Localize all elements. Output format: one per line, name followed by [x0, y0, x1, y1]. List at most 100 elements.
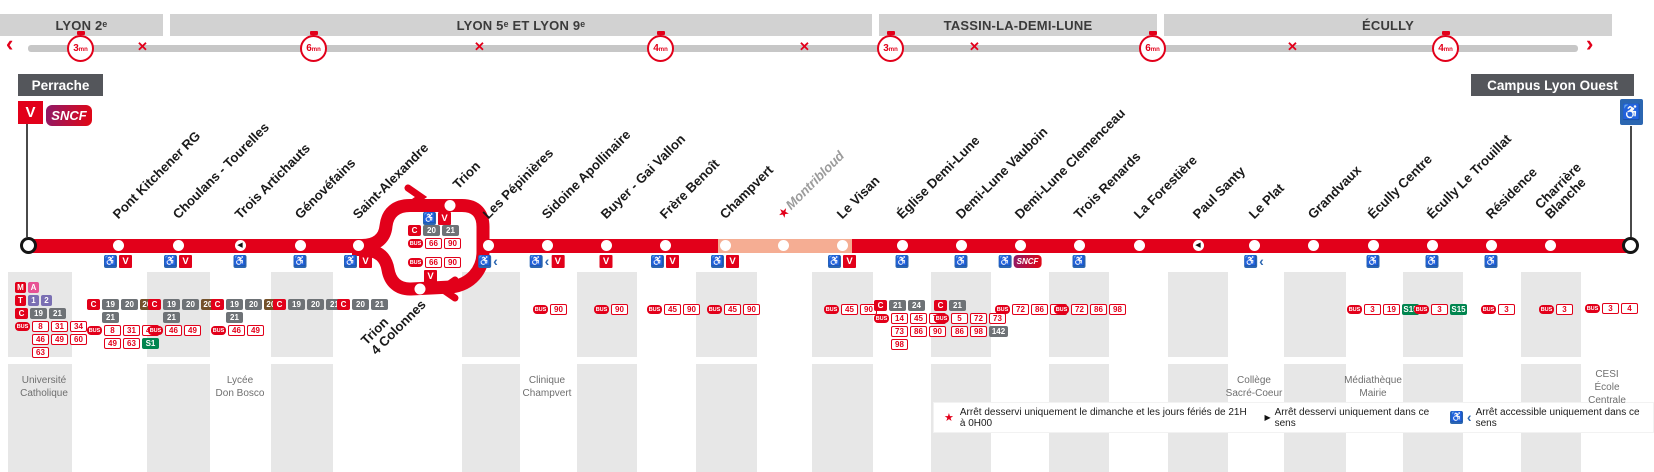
connection-row: C 19 21: [15, 308, 87, 319]
line-98-badge: 98: [1109, 304, 1126, 315]
legend-text: Arrêt desservi uniquement le dimanche et…: [959, 406, 1247, 429]
line-20e-badge: 20E: [201, 299, 220, 310]
line-19-badge: 19: [226, 299, 243, 310]
connections-buyer-gai-vallon: BUS 90: [594, 304, 628, 317]
line-49-badge: 49: [104, 338, 121, 349]
wheelchair-icon: ♿: [1425, 255, 1439, 268]
access-icons-demi-lune-vauboin: ♿: [954, 255, 968, 268]
connection-row: BUS 3: [1539, 304, 1573, 315]
poi-lycee-don-bosco: Lycée Don Bosco: [215, 375, 265, 399]
zone-lyon-5-et-lyon-9: LYON 5ᵉ ET LYON 9ᵉ: [170, 14, 872, 36]
line-49-badge: 49: [184, 325, 201, 336]
timeline-left-arrow: ‹: [6, 31, 14, 56]
timer-unit: mn: [78, 47, 88, 53]
line-72-badge: 72: [1071, 304, 1088, 315]
cut-mark-icon: ✕: [137, 39, 148, 54]
access-icons-genovefains: ♿: [293, 255, 307, 268]
stop-label-text: Paul Santy: [1189, 163, 1249, 222]
access-icons-pont-kitchener-rg: ♿ V: [104, 255, 132, 268]
line-21-badge: 21: [442, 225, 459, 236]
left-direction-arrow-icon: ‹: [544, 253, 550, 269]
line-34-badge: 34: [70, 321, 87, 332]
loop-direction-right-chevron: [404, 184, 428, 210]
timer-value: 6: [306, 43, 312, 54]
sncf-icon: SNCF: [46, 105, 92, 126]
line-31-badge: 31: [51, 321, 68, 332]
stop-dot-ecully-le-trouillat: [1426, 240, 1438, 251]
connections-ecully-le-trouillat: BUS 3 S15: [1414, 304, 1467, 317]
line-19-badge: 19: [30, 308, 47, 319]
terminus-start-connector-line: [26, 124, 28, 237]
line-20-badge: 20: [182, 299, 199, 310]
zone-ecully: ÉCULLY: [1164, 14, 1612, 36]
connections-demi-lune-vauboin: C 21 BUS 5 72 73 86 98 142: [934, 300, 1008, 339]
line-66-badge: 66: [425, 238, 442, 249]
loop-return-path: [352, 243, 490, 296]
line-21-badge: 21: [371, 299, 388, 310]
zone-tassin-la-demi-lune: TASSIN-LA-DEMI-LUNE: [879, 14, 1157, 36]
connections-perrache: M A T 1 2 C 19 21 BUS 8 31 34 46 49 60 63: [15, 282, 87, 360]
stop-dot-trion-4-colonnes: [414, 283, 426, 295]
line-46-badge: 46: [228, 325, 245, 336]
stop-dot-le-visan: [836, 240, 848, 251]
line-86-badge: 86: [1090, 304, 1107, 315]
loop-direction-left-chevron: [435, 276, 459, 302]
line-73-badge: 73: [891, 326, 908, 337]
stop-dot-paul-santy: ◀: [1192, 240, 1204, 251]
connection-row: C192020E: [148, 299, 220, 310]
line-90-badge: 90: [444, 238, 461, 249]
column-band: [812, 364, 873, 472]
access-icons-les-pepinieres: ♿ ‹: [478, 254, 498, 268]
line-46-badge: 46: [165, 325, 182, 336]
left-direction-arrow-icon: ‹: [1259, 253, 1264, 269]
line-86-badge: 86: [951, 326, 968, 337]
connection-row: C 21: [934, 300, 1008, 311]
loop-outbound-path: [352, 199, 490, 252]
line-21-badge: 21: [49, 308, 66, 319]
connection-row: BUS 90: [533, 304, 567, 315]
stop-dot-le-plat: [1248, 240, 1260, 251]
line-a-badge: A: [28, 282, 39, 293]
line-21-badge: 21: [163, 312, 180, 323]
c-line-badge: C: [874, 300, 887, 311]
wheelchair-icon: ♿: [895, 255, 909, 268]
wheelchair-icon: ♿: [1366, 255, 1380, 268]
bus-badge: BUS: [934, 314, 949, 323]
line-21-badge: 21: [226, 312, 243, 323]
velov-icon: V: [119, 255, 132, 268]
timer-unit: mn: [658, 47, 668, 53]
sunday-star-icon: ★: [944, 412, 954, 424]
line-5-badge: 5: [951, 313, 968, 324]
wheelchair-icon: ♿: [293, 255, 307, 268]
legend-item-wheelchair-left: ♿ ‹ Arrêt accessible uniquement dans ce se…: [1450, 407, 1643, 429]
line-90-badge: 90: [743, 304, 760, 315]
line-72-badge: 72: [1012, 304, 1029, 315]
stop-dot-sidoine-apollinaire: [541, 240, 553, 251]
line-20-badge: 20: [352, 299, 369, 310]
stop-dot-demi-lune-clemenceau: [1014, 240, 1026, 251]
bus-badge: BUS: [408, 258, 423, 267]
poi-clinique-champvert: Clinique Champvert: [522, 375, 572, 399]
access-icons-champvert: ♿ V: [711, 255, 739, 268]
line-3-badge: 3: [1431, 304, 1448, 315]
access-icons-frere-benoit: ♿ V: [651, 255, 679, 268]
c-line-badge: C: [87, 299, 100, 310]
line-60-badge: 60: [70, 334, 87, 345]
timeline-bar: [28, 45, 1578, 52]
connection-row: 86 98 142: [951, 326, 1008, 337]
line-14-badge: 14: [891, 313, 908, 324]
travel-time-badge-6mn: 6 mn: [300, 35, 327, 62]
wheelchair-icon: ♿: [478, 255, 492, 268]
stop-dot-trois-artichauts: ◀: [234, 240, 246, 251]
terminus-start-circle: [19, 237, 37, 254]
poi-mediatheque-mairie: Médiathèque Mairie: [1344, 375, 1402, 399]
column-band: [1284, 272, 1346, 357]
wheelchair-icon: ♿: [104, 255, 117, 268]
bus-badge: BUS: [148, 326, 163, 335]
bus-badge: BUS: [824, 305, 839, 314]
direction-triangle-icon: ▶: [1264, 413, 1271, 422]
connections-charriere-blanche: BUS 3: [1539, 304, 1573, 317]
